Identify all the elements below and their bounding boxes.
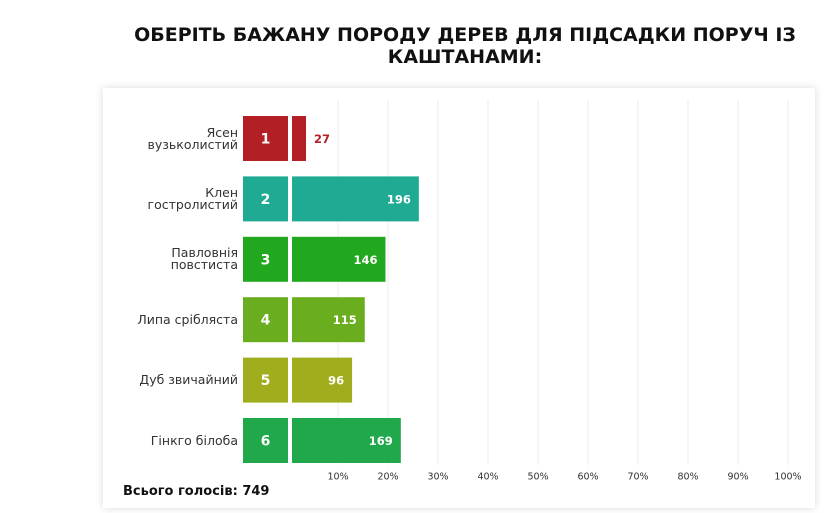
x-tick-label: 90% [727, 472, 748, 483]
chart-title: ОБЕРІТЬ БАЖАНУ ПОРОДУ ДЕРЕВ ДЛЯ ПІДСАДКИ… [134, 24, 796, 68]
value-label: 27 [314, 132, 330, 146]
category-label: Липа срібляста [137, 311, 238, 327]
x-tick-label: 100% [774, 472, 801, 483]
bar [292, 418, 401, 463]
category-label: Клен гостролистий [147, 184, 238, 212]
rank-box [243, 236, 288, 282]
x-tick-label: 70% [627, 472, 648, 483]
x-tick-label: 40% [477, 472, 498, 483]
card [103, 88, 815, 508]
rank: 4 [261, 313, 271, 329]
bar [292, 176, 419, 222]
x-tick-label: 10% [327, 472, 348, 483]
rank-box [243, 297, 288, 343]
bar [292, 357, 353, 403]
x-tick-label: 50% [527, 472, 548, 483]
x-tick-label: 20% [377, 472, 398, 483]
rank: 6 [261, 434, 271, 450]
value-label: 96 [328, 374, 344, 388]
rank: 1 [261, 132, 271, 148]
bar [292, 297, 365, 343]
total-value: 749 [242, 484, 270, 499]
x-tick-label: 60% [577, 472, 598, 483]
value-label: 169 [369, 434, 393, 448]
x-tick-label: 30% [427, 472, 448, 483]
rank-box [243, 418, 288, 463]
rank: 3 [261, 252, 271, 268]
value-label: 196 [387, 192, 411, 206]
rank-box [243, 116, 288, 161]
category-label: Павловнія повстиста [170, 245, 238, 273]
category-label: Ясен вузьколистий [147, 124, 239, 152]
bar [292, 236, 386, 282]
category-label: Дуб звичайний [139, 372, 238, 388]
value-label: 115 [333, 313, 357, 327]
total-votes: Всього голосів: 749 [123, 484, 269, 499]
x-tick-label: 80% [677, 472, 698, 483]
total-label: Всього голосів: [123, 484, 238, 499]
bar [292, 116, 307, 161]
value-label: 146 [353, 253, 377, 267]
rank: 5 [261, 373, 271, 389]
rank: 2 [261, 192, 271, 208]
category-label: Гінкго білоба [150, 432, 238, 448]
rank-box [243, 176, 288, 222]
rank-box [243, 357, 288, 403]
